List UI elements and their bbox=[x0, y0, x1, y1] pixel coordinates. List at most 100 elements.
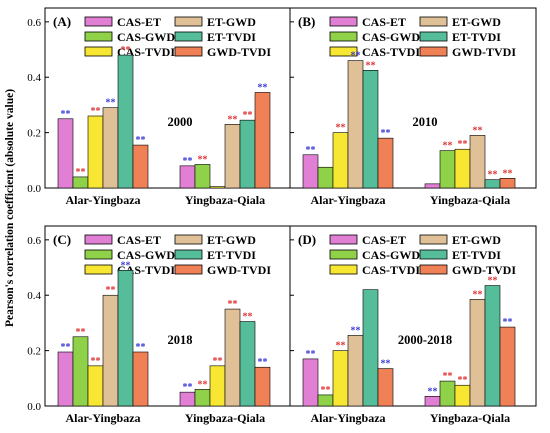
y-tick-label: 0.0 bbox=[27, 401, 41, 413]
significance-label: ** bbox=[91, 106, 101, 117]
legend-label: ET-TVDI bbox=[452, 248, 501, 262]
significance-label: ** bbox=[336, 123, 346, 134]
significance-label: ** bbox=[366, 60, 376, 71]
bar bbox=[302, 154, 319, 189]
legend-swatch bbox=[84, 249, 113, 260]
legend-swatch bbox=[174, 234, 203, 245]
legend-swatch bbox=[174, 264, 203, 275]
significance-label: ** bbox=[306, 349, 316, 360]
legend-label: CAS-GWD bbox=[362, 248, 420, 262]
bar bbox=[254, 366, 271, 407]
chart-panel: 0.00.20.40.6 (C)2018CAS-ETCAS-GWDCAS-TVDI… bbox=[27, 225, 291, 425]
legend-label: GWD-TVDI bbox=[452, 263, 516, 277]
significance-label: ** bbox=[488, 170, 498, 181]
bar bbox=[194, 164, 211, 189]
significance-label: ** bbox=[458, 375, 468, 386]
bar bbox=[179, 165, 196, 189]
legend-swatch bbox=[174, 31, 203, 42]
chart-panel: 0.00.20.40.6 (A)2000CAS-ETCAS-GWDCAS-TVDI… bbox=[27, 7, 291, 207]
x-category-label: Alar-Yingbaza bbox=[310, 193, 385, 207]
x-category-label: Yingbaza-Qiala bbox=[185, 193, 265, 207]
bar bbox=[72, 336, 89, 407]
bar bbox=[239, 321, 256, 407]
bar bbox=[194, 389, 211, 407]
legend-swatch bbox=[329, 31, 358, 42]
legend-label: GWD-TVDI bbox=[207, 45, 271, 59]
panel-frame bbox=[289, 225, 537, 407]
significance-label: ** bbox=[443, 141, 453, 152]
bar bbox=[469, 299, 486, 407]
significance-label: ** bbox=[76, 167, 86, 178]
legend-label: ET-GWD bbox=[452, 233, 501, 247]
bar bbox=[57, 118, 74, 189]
significance-label: ** bbox=[106, 285, 116, 296]
y-tick-label: 0.6 bbox=[27, 235, 41, 247]
significance-label: ** bbox=[121, 260, 131, 271]
significance-label: ** bbox=[336, 341, 346, 352]
bar bbox=[57, 351, 74, 407]
y-tick-label: 0.4 bbox=[27, 290, 41, 302]
bar bbox=[317, 394, 334, 407]
bar bbox=[424, 183, 441, 189]
significance-label: ** bbox=[488, 276, 498, 287]
significance-label: ** bbox=[443, 371, 453, 382]
legend-swatch bbox=[419, 234, 448, 245]
y-tick-label: 0.2 bbox=[27, 346, 41, 358]
bar bbox=[484, 285, 501, 407]
significance-label: ** bbox=[458, 139, 468, 150]
significance-label: ** bbox=[228, 114, 238, 125]
legend-swatch bbox=[174, 249, 203, 260]
bar bbox=[87, 115, 104, 189]
x-category-label: Alar-Yingbaza bbox=[65, 193, 140, 207]
bar bbox=[209, 186, 226, 189]
bar bbox=[224, 124, 241, 189]
bar bbox=[254, 92, 271, 189]
legend-label: ET-TVDI bbox=[207, 30, 256, 44]
bar bbox=[302, 358, 319, 407]
bar bbox=[469, 135, 486, 189]
bar bbox=[499, 326, 516, 407]
legend-label: CAS-TVDI bbox=[362, 263, 420, 277]
significance-label: ** bbox=[381, 359, 391, 370]
significance-label: ** bbox=[121, 45, 131, 56]
legend-swatch bbox=[329, 46, 358, 57]
legend-label: GWD-TVDI bbox=[452, 45, 516, 59]
significance-label: ** bbox=[428, 386, 438, 397]
bar bbox=[377, 368, 394, 407]
legend-label: CAS-ET bbox=[362, 233, 406, 247]
bar bbox=[332, 350, 349, 407]
bar bbox=[347, 60, 364, 189]
bar bbox=[317, 166, 334, 189]
legend-label: CAS-ET bbox=[117, 15, 161, 29]
significance-label: ** bbox=[503, 317, 513, 328]
significance-label: ** bbox=[258, 82, 268, 93]
x-category-label: Alar-Yingbaza bbox=[65, 411, 140, 425]
bar bbox=[362, 289, 379, 407]
bar bbox=[132, 351, 149, 407]
legend-label: ET-TVDI bbox=[207, 248, 256, 262]
legend-swatch bbox=[84, 16, 113, 27]
panel-frame bbox=[289, 7, 537, 189]
bar bbox=[224, 308, 241, 407]
legend-swatch bbox=[419, 249, 448, 260]
panel-label: (C) bbox=[53, 232, 71, 247]
legend-label: CAS-GWD bbox=[362, 30, 420, 44]
legend-label: CAS-ET bbox=[117, 233, 161, 247]
legend-label: ET-GWD bbox=[207, 233, 256, 247]
bar bbox=[439, 150, 456, 189]
significance-label: ** bbox=[198, 379, 208, 390]
significance-label: ** bbox=[258, 357, 268, 368]
legend-swatch bbox=[84, 31, 113, 42]
legend-swatch bbox=[84, 234, 113, 245]
significance-label: ** bbox=[183, 156, 193, 167]
bar bbox=[102, 107, 119, 189]
significance-label: ** bbox=[473, 125, 483, 136]
significance-label: ** bbox=[473, 289, 483, 300]
legend-swatch bbox=[329, 16, 358, 27]
bar bbox=[362, 70, 379, 189]
legend-swatch bbox=[329, 264, 358, 275]
panel-label: (B) bbox=[298, 14, 315, 29]
bar bbox=[347, 335, 364, 407]
legend-label: CAS-ET bbox=[362, 15, 406, 29]
